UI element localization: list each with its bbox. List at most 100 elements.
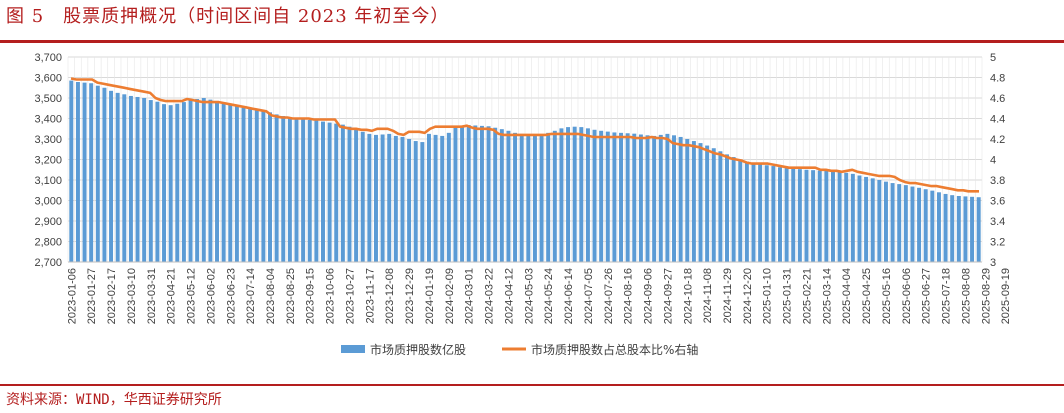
bar-mark	[115, 92, 120, 262]
bar-mark	[75, 82, 80, 262]
x-tick-label: 2023-07-14	[245, 268, 257, 324]
y-right-tick-label: 4.8	[990, 73, 1005, 85]
bar-mark	[347, 126, 352, 262]
x-tick-label: 2025-04-25	[861, 268, 873, 324]
bar-mark	[440, 135, 445, 262]
x-tick-label: 2025-08-29	[980, 268, 992, 324]
bar-mark	[181, 102, 186, 262]
bar-mark	[890, 183, 895, 262]
bar-mark	[506, 130, 511, 262]
bar-mark	[142, 98, 147, 262]
y-left-tick-label: 3,400	[34, 114, 62, 126]
bar-mark	[301, 119, 306, 263]
bar-mark	[559, 128, 564, 262]
y-left-tick-label: 3,100	[34, 175, 62, 187]
bar-mark	[950, 195, 955, 262]
bar-mark	[963, 196, 968, 262]
bar-mark	[744, 161, 749, 262]
bar-mark	[446, 132, 451, 262]
x-tick-label: 2025-01-10	[762, 268, 774, 324]
y-right-tick-label: 3.6	[990, 196, 1005, 208]
x-tick-label: 2023-01-27	[86, 268, 98, 324]
y-right-tick-label: 3.2	[990, 237, 1005, 249]
x-tick-label: 2025-07-18	[941, 268, 953, 324]
x-tick-label: 2024-09-06	[643, 268, 655, 324]
bar-mark	[923, 189, 928, 262]
x-tick-label: 2025-02-21	[802, 268, 814, 324]
bar-mark	[652, 135, 657, 262]
bar-mark	[426, 133, 431, 262]
y-right-tick-label: 3	[990, 257, 996, 269]
x-tick-label: 2024-12-20	[742, 268, 754, 324]
bar-mark	[89, 83, 94, 262]
bar-mark	[804, 169, 809, 262]
x-tick-label: 2025-05-16	[881, 268, 893, 324]
bar-mark	[970, 196, 975, 262]
bar-mark	[168, 105, 173, 262]
x-tick-label: 2025-09-19	[1000, 268, 1012, 324]
x-tick-label: 2023-01-06	[66, 268, 78, 324]
bar-mark	[201, 98, 206, 262]
x-tick-label: 2024-11-08	[702, 268, 714, 323]
bar-mark	[354, 128, 359, 262]
x-tick-label: 2023-11-17	[364, 268, 376, 323]
x-tick-label: 2023-02-17	[106, 268, 118, 324]
bar-mark	[672, 135, 677, 262]
x-tick-label: 2024-03-01	[464, 268, 476, 324]
bar-mark	[612, 132, 617, 262]
bar-mark	[579, 127, 584, 262]
bar-mark	[473, 125, 478, 262]
x-tick-label: 2024-01-19	[424, 268, 436, 324]
x-tick-label: 2025-06-06	[901, 268, 913, 324]
bar-mark	[552, 130, 557, 262]
bar-mark	[433, 134, 438, 262]
bar-mark	[976, 197, 981, 262]
legend-swatch-bar	[341, 345, 365, 353]
y-left-tick-label: 2,900	[34, 216, 62, 228]
bar-mark	[281, 116, 286, 262]
bar-mark	[731, 157, 736, 262]
bar-mark	[195, 99, 200, 263]
bar-mark	[175, 103, 180, 262]
bar-mark	[645, 135, 650, 262]
chart-legend: 市场质押股数亿股 市场质押股数占总股本比%右轴	[341, 342, 698, 357]
bar-mark	[930, 190, 935, 262]
y-left-tick-label: 2,700	[34, 257, 62, 269]
bar-mark	[943, 193, 948, 262]
y-right-tick-label: 4	[990, 155, 996, 167]
x-tick-label: 2024-07-05	[583, 268, 595, 324]
y-left-tick-label: 3,000	[34, 196, 62, 208]
x-tick-label: 2025-06-27	[921, 268, 933, 324]
x-tick-label: 2025-01-31	[782, 268, 794, 324]
bar-mark	[261, 110, 266, 262]
x-tick-label: 2024-02-09	[444, 268, 456, 324]
bar-mark	[373, 134, 378, 262]
bar-mark	[380, 134, 385, 262]
bar-mark	[413, 141, 418, 262]
bar-mark	[830, 171, 835, 262]
bar-mark	[400, 136, 405, 262]
x-tick-label: 2023-08-04	[265, 268, 277, 324]
y-left-tick-label: 3,200	[34, 155, 62, 167]
x-tick-label: 2023-06-23	[225, 268, 237, 324]
x-tick-label: 2023-09-15	[305, 268, 317, 324]
bar-mark	[95, 85, 100, 262]
bottom-rule	[0, 384, 1064, 386]
bar-mark	[340, 124, 345, 263]
chart-gridlines	[67, 56, 983, 263]
x-tick-label: 2025-08-08	[960, 268, 972, 324]
x-tick-label: 2023-08-25	[285, 268, 297, 324]
bar-mark	[215, 101, 220, 262]
bar-mark	[658, 134, 663, 262]
bar-mark	[387, 133, 392, 262]
bar-mark	[532, 134, 537, 262]
bar-mark	[122, 94, 127, 262]
source-note: 资料来源：WIND，华西证券研究所	[6, 392, 222, 408]
bar-mark	[585, 128, 590, 262]
bar-mark	[393, 135, 398, 262]
bar-mark	[327, 122, 332, 262]
y-right-tick-label: 5	[990, 52, 996, 64]
x-tick-label: 2024-07-26	[603, 268, 615, 324]
bar-mark	[102, 87, 107, 262]
y-left-tick-label: 3,600	[34, 73, 62, 85]
